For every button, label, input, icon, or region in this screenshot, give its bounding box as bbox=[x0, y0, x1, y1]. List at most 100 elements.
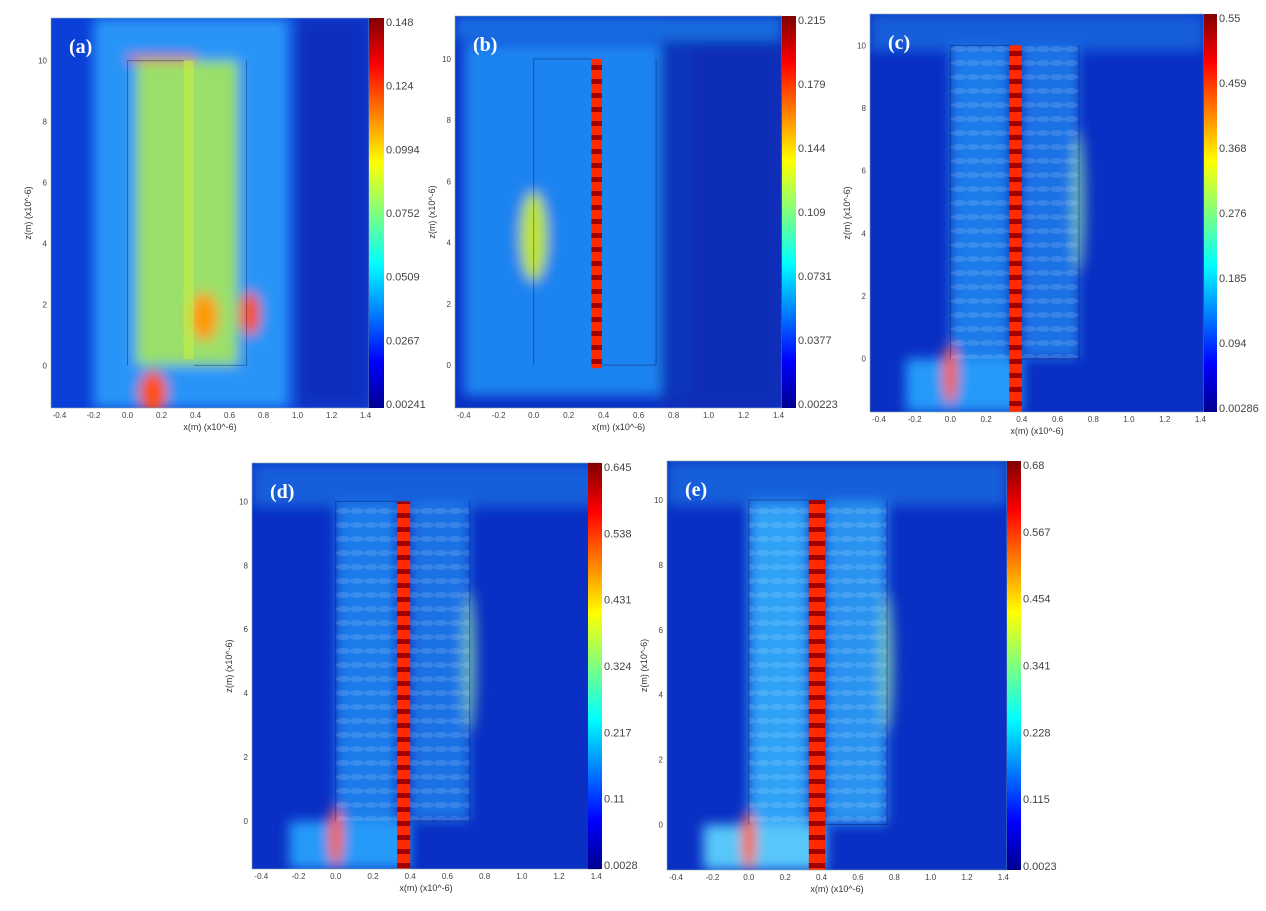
x-tick-label: 0.0 bbox=[743, 873, 755, 882]
colorbar-tick-label: 0.00241 bbox=[386, 399, 426, 411]
x-tick-label: 0.4 bbox=[598, 411, 610, 420]
panel-label: (b) bbox=[473, 34, 497, 56]
heatmap-field bbox=[455, 16, 782, 408]
x-tick-label: 1.0 bbox=[703, 411, 715, 420]
y-tick-label: 2 bbox=[43, 300, 48, 309]
y-axis-label: z(m) (x10^-6) bbox=[639, 639, 649, 692]
y-tick-label: 0 bbox=[244, 817, 249, 826]
y-tick-label: 10 bbox=[654, 496, 663, 505]
colorbar-tick-label: 0.0752 bbox=[386, 208, 420, 220]
colorbar-tick-label: 0.124 bbox=[386, 81, 414, 93]
x-tick-label: 0.0 bbox=[528, 411, 540, 420]
colorbar-tick-label: 0.11 bbox=[604, 794, 625, 806]
x-axis-label: x(m) (x10^-6) bbox=[592, 422, 645, 432]
y-tick-label: 0 bbox=[43, 361, 48, 370]
y-tick-label: 8 bbox=[659, 561, 664, 570]
x-tick-label: 0.2 bbox=[981, 415, 993, 424]
x-tick-label: -0.2 bbox=[292, 872, 306, 881]
colorbar-tick-label: 0.567 bbox=[1023, 527, 1051, 539]
x-tick-label: 0.4 bbox=[1016, 415, 1028, 424]
x-tick-label: 0.0 bbox=[945, 415, 957, 424]
x-tick-label: 0.6 bbox=[224, 411, 236, 420]
y-tick-label: 8 bbox=[447, 116, 452, 125]
x-tick-label: -0.4 bbox=[254, 872, 268, 881]
y-tick-label: 2 bbox=[862, 292, 867, 301]
colorbar-tick-label: 0.144 bbox=[798, 143, 826, 155]
panel-label: (c) bbox=[888, 32, 910, 54]
x-tick-label: 0.2 bbox=[156, 411, 168, 420]
colorbar-tick-label: 0.185 bbox=[1219, 273, 1247, 285]
y-tick-label: 6 bbox=[43, 179, 48, 188]
y-tick-label: 4 bbox=[862, 229, 867, 238]
y-tick-label: 8 bbox=[862, 104, 867, 113]
colorbar-tick-label: 0.431 bbox=[604, 595, 632, 607]
y-tick-label: 0 bbox=[862, 355, 867, 364]
panel-c: 0.550.4590.3680.2760.1850.0940.00286-0.4… bbox=[842, 13, 1259, 436]
x-axis-label: x(m) (x10^-6) bbox=[810, 884, 863, 894]
x-tick-label: 0.2 bbox=[780, 873, 792, 882]
x-tick-label: 1.2 bbox=[1159, 415, 1171, 424]
panel-b: 0.215 0.179 0.144 0.109 0.0731 0.0377 0.00223 -… bbox=[427, 15, 838, 432]
y-tick-label: 2 bbox=[244, 753, 249, 762]
y-axis-label: z(m) (x10^-6) bbox=[842, 186, 852, 239]
y-tick-label: 0 bbox=[447, 361, 452, 370]
y-tick-label: 10 bbox=[442, 55, 451, 64]
y-tick-label: 2 bbox=[659, 756, 664, 765]
y-tick-label: 6 bbox=[447, 177, 452, 186]
colorbar-tick-label: 0.454 bbox=[1023, 594, 1051, 606]
y-tick-label: 10 bbox=[857, 41, 866, 50]
y-tick-label: 8 bbox=[244, 561, 249, 570]
x-tick-label: 1.4 bbox=[591, 872, 603, 881]
heatmap-field bbox=[667, 461, 1007, 870]
x-tick-label: 0.8 bbox=[668, 411, 680, 420]
colorbar-tick-label: 0.148 bbox=[386, 17, 414, 29]
x-tick-label: 1.2 bbox=[961, 873, 973, 882]
x-tick-label: 0.4 bbox=[816, 873, 828, 882]
colorbar-tick-label: 0.341 bbox=[1023, 661, 1051, 673]
colorbar-tick-label: 0.00223 bbox=[798, 399, 838, 411]
x-tick-label: 0.6 bbox=[1052, 415, 1064, 424]
colorbar bbox=[782, 16, 796, 408]
x-tick-label: -0.2 bbox=[706, 873, 720, 882]
y-tick-label: 4 bbox=[659, 691, 664, 700]
colorbar-tick-label: 0.0509 bbox=[386, 272, 420, 284]
x-tick-label: 0.6 bbox=[442, 872, 454, 881]
x-axis-label: x(m) (x10^-6) bbox=[183, 422, 236, 432]
colorbar-tick-label: 0.276 bbox=[1219, 208, 1247, 220]
x-tick-label: 0.4 bbox=[190, 411, 202, 420]
x-tick-label: -0.4 bbox=[457, 411, 471, 420]
x-tick-label: 0.8 bbox=[258, 411, 270, 420]
colorbar-tick-label: 0.459 bbox=[1219, 78, 1247, 90]
x-tick-label: 1.0 bbox=[292, 411, 304, 420]
x-tick-label: 0.0 bbox=[330, 872, 342, 881]
colorbar-tick-label: 0.0267 bbox=[386, 335, 420, 347]
colorbar-tick-label: 0.0731 bbox=[798, 271, 832, 283]
x-tick-label: -0.4 bbox=[872, 415, 886, 424]
x-tick-label: 0.2 bbox=[367, 872, 379, 881]
y-axis-label: z(m) (x10^-6) bbox=[224, 639, 234, 692]
y-tick-label: 2 bbox=[447, 300, 452, 309]
panel-e: 0.680.5670.4540.3410.2280.1150.0023-0.4-… bbox=[639, 460, 1057, 894]
x-tick-label: 1.0 bbox=[1123, 415, 1135, 424]
colorbar-tick-label: 0.68 bbox=[1023, 460, 1044, 472]
x-tick-label: 1.2 bbox=[326, 411, 338, 420]
x-tick-label: 0.0 bbox=[122, 411, 134, 420]
y-tick-label: 6 bbox=[659, 626, 664, 635]
y-tick-label: 6 bbox=[862, 167, 867, 176]
colorbar-tick-label: 0.0023 bbox=[1023, 861, 1057, 873]
colorbar-tick-label: 0.217 bbox=[604, 727, 632, 739]
x-tick-label: -0.2 bbox=[908, 415, 922, 424]
colorbar bbox=[588, 463, 602, 869]
y-tick-label: 10 bbox=[239, 497, 248, 506]
x-tick-label: 0.8 bbox=[479, 872, 491, 881]
x-tick-label: 1.0 bbox=[516, 872, 528, 881]
colorbar-tick-label: 0.215 bbox=[798, 15, 826, 27]
colorbar-tick-label: 0.228 bbox=[1023, 727, 1051, 739]
colorbar-tick-label: 0.538 bbox=[604, 528, 632, 540]
colorbar bbox=[1007, 461, 1021, 870]
colorbar-tick-label: 0.645 bbox=[604, 462, 632, 474]
colorbar-tick-label: 0.55 bbox=[1219, 13, 1240, 25]
x-tick-label: 1.2 bbox=[553, 872, 565, 881]
x-tick-label: 0.6 bbox=[633, 411, 645, 420]
